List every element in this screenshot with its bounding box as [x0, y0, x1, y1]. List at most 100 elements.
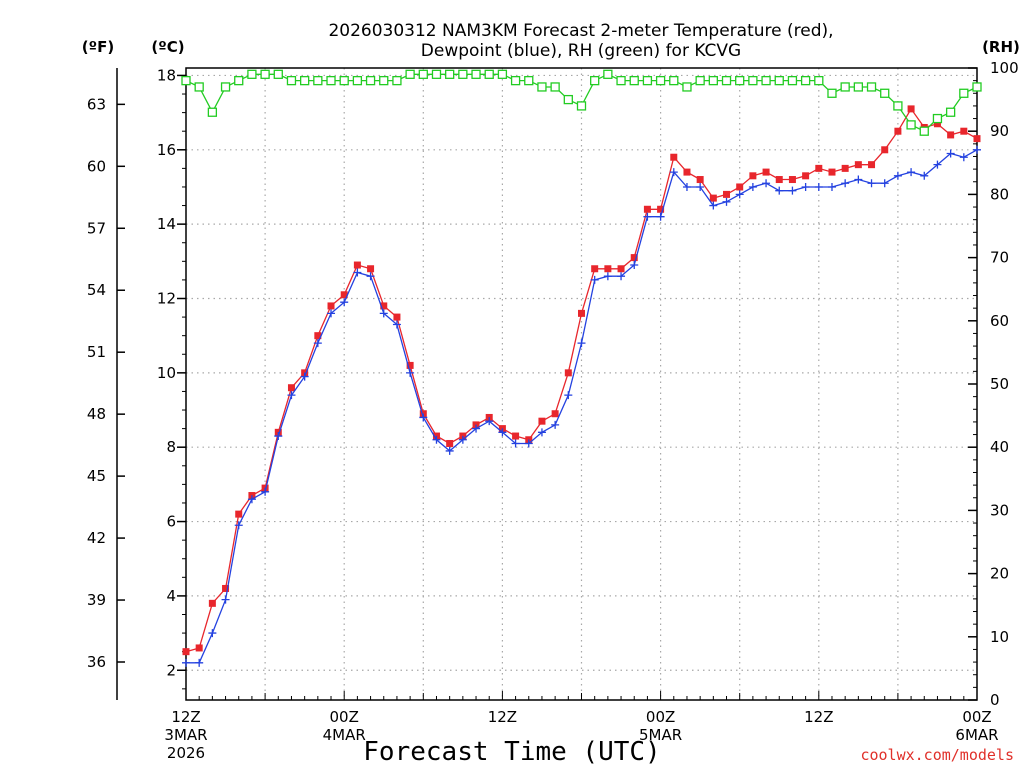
dewpoint-point	[696, 182, 705, 191]
rh-point	[972, 82, 982, 92]
rh-point	[484, 69, 494, 79]
dewpoint-point	[419, 413, 428, 422]
rh-point	[893, 101, 903, 111]
fahrenheit-tick-label: 54	[87, 281, 106, 299]
temperature-point	[222, 584, 230, 592]
fahrenheit-tick-label: 48	[87, 405, 106, 423]
dewpoint-point	[577, 339, 586, 348]
x-tick-label: 00Z	[646, 708, 675, 726]
rh-point	[959, 88, 969, 98]
temperature-point	[683, 168, 691, 176]
x-tick-label: 00Z	[962, 708, 991, 726]
dewpoint-point	[458, 435, 467, 444]
tick-labels: 2 4 6 8 10 12 14 16 18 36 39 42 45 48 51 54 57 60 63 0 10 20 3…	[87, 59, 1019, 762]
dewpoint-point	[300, 372, 309, 381]
dewpoint-point	[735, 190, 744, 199]
rh-point	[853, 82, 863, 92]
dewpoint-point	[590, 275, 599, 284]
rh-point	[510, 75, 521, 86]
temperature-point	[551, 410, 559, 418]
dewpoint-point	[182, 658, 190, 667]
temperature-point	[933, 120, 941, 128]
dewpoint-point	[841, 179, 850, 188]
temperature-point	[881, 146, 889, 154]
dewpoint-point	[814, 182, 823, 191]
dewpoint-point	[537, 428, 546, 437]
rh-point	[669, 75, 679, 86]
temperature-point	[182, 648, 190, 656]
fahrenheit-tick-label: 51	[87, 343, 106, 361]
rh-point	[181, 75, 191, 86]
rh-point	[247, 69, 257, 79]
x-tick-label: 3MAR	[164, 726, 207, 744]
dewpoint-point	[406, 368, 415, 377]
dewpoint-point	[472, 424, 481, 433]
temperature-point	[340, 291, 348, 299]
temperature-point	[947, 131, 955, 139]
temperature-point	[591, 265, 599, 273]
rh-point	[590, 75, 600, 86]
rh-point	[748, 75, 758, 86]
rh-point	[616, 75, 626, 86]
temperature-point	[380, 302, 388, 310]
rh-point	[642, 75, 653, 86]
rh-point	[945, 107, 956, 117]
rh-point	[379, 75, 389, 86]
rh-point	[458, 69, 468, 79]
dewpoint-point	[682, 182, 691, 191]
temperature-point	[696, 176, 704, 184]
rh-tick-label: 60	[990, 312, 1009, 330]
rh-point	[537, 82, 547, 92]
temperature-point	[538, 417, 546, 425]
rh-point	[735, 75, 745, 86]
celsius-tick-label: 18	[157, 66, 176, 84]
rh-point	[880, 88, 890, 98]
dewpoint-point	[709, 201, 718, 210]
rh-point	[721, 75, 732, 86]
celsius-tick-label: 16	[157, 141, 176, 159]
celsius-tick-label: 12	[157, 289, 176, 307]
rh-point	[682, 82, 692, 92]
dewpoint-point	[762, 179, 771, 188]
dewpoint-point	[287, 391, 296, 400]
temperature-point	[195, 644, 203, 652]
temperature-point	[643, 205, 651, 213]
x-tick-label: 4MAR	[323, 726, 366, 744]
dewpoint-point	[669, 168, 678, 177]
dewpoint-point	[432, 435, 441, 444]
temperature-point	[802, 172, 810, 180]
credit-text: coolwx.com/models	[860, 746, 1014, 764]
dewpoint-point	[379, 309, 388, 318]
celsius-tick-label: 4	[166, 587, 176, 605]
rh-point	[273, 69, 283, 79]
dewpoint-point	[946, 149, 955, 158]
rh-point	[313, 75, 323, 86]
dewpoint-point	[392, 320, 401, 329]
temperature-point	[657, 205, 665, 213]
dewpoint-point	[524, 439, 533, 448]
temperature-point	[670, 153, 678, 161]
temperature-point	[512, 432, 520, 440]
dewpoint-point	[907, 168, 916, 177]
temperature-point	[446, 439, 454, 447]
x-tick-label: 12Z	[171, 708, 200, 726]
temperature-point	[841, 164, 849, 172]
dewpoint-point	[247, 495, 256, 504]
rh-point	[629, 75, 639, 86]
temperature-point	[723, 190, 731, 198]
series-layer	[181, 69, 982, 667]
temperature-point	[604, 265, 612, 273]
rh-point	[405, 69, 415, 79]
rh-point	[708, 75, 718, 86]
dewpoint-point	[353, 268, 362, 277]
temperature-point	[907, 105, 915, 113]
dewpoint-point	[498, 428, 507, 437]
rh-tick-label: 10	[990, 628, 1009, 646]
rh-point	[563, 94, 573, 105]
temperature-point	[327, 302, 335, 310]
dewpoint-point	[274, 432, 283, 441]
celsius-tick-label: 8	[166, 438, 176, 456]
fahrenheit-tick-label: 42	[87, 529, 106, 547]
rh-point	[550, 82, 560, 92]
rh-point	[800, 75, 811, 86]
